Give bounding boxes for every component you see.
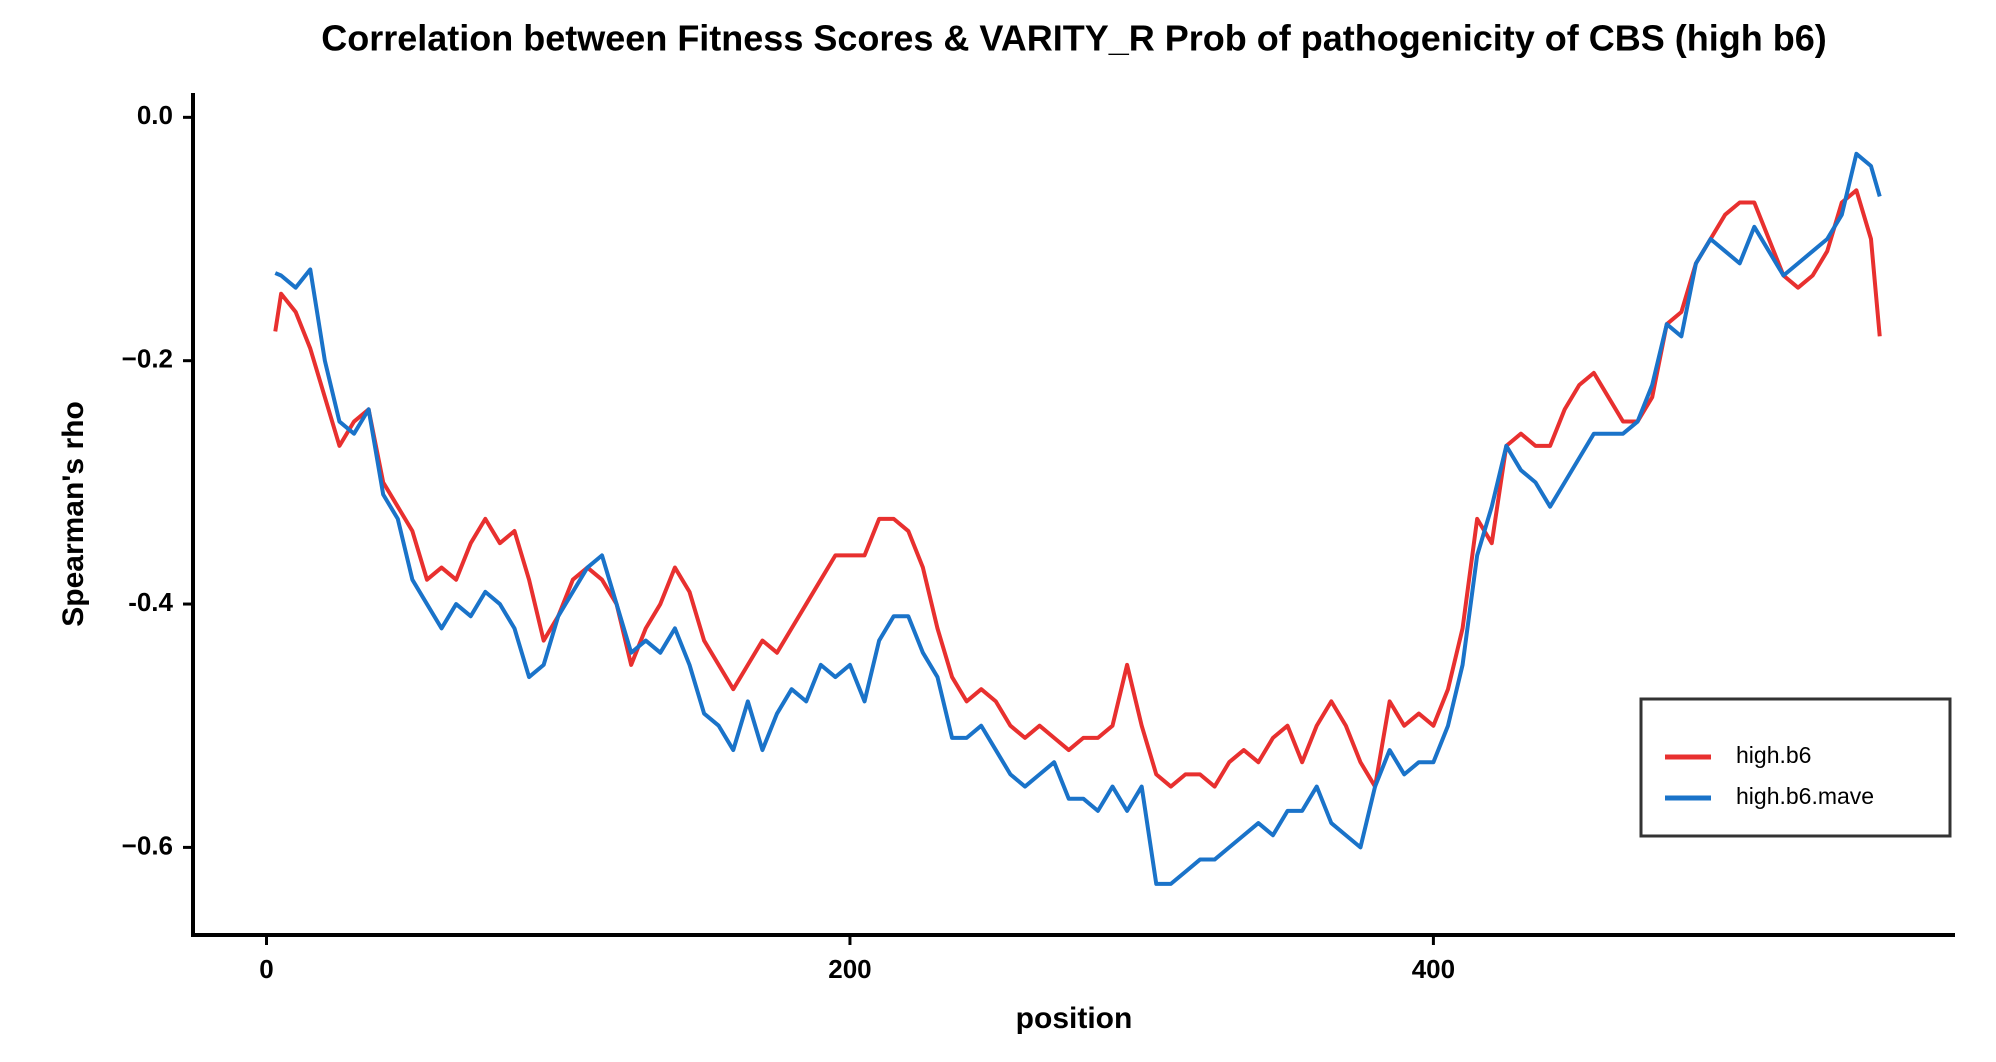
series-line <box>273 188 1882 789</box>
series-line <box>274 151 1882 886</box>
y-tick-label: 0.0 <box>137 100 173 130</box>
x-tick-label: 400 <box>1412 954 1455 984</box>
y-tick-label: −0.6 <box>122 830 173 860</box>
x-tick-label: 0 <box>259 954 273 984</box>
chart-title: Correlation between Fitness Scores & VAR… <box>321 18 1827 59</box>
x-tick-label: 200 <box>828 954 871 984</box>
legend-label: high.b6.mave <box>1736 783 1874 809</box>
y-axis-label: Spearman's rho <box>57 401 90 627</box>
y-tick-label: −0.2 <box>122 344 173 374</box>
legend-label: high.b6 <box>1736 742 1811 768</box>
legend-box <box>1639 697 1952 838</box>
y-tick-label: -0.4 <box>128 587 173 617</box>
x-axis-label: position <box>1016 1002 1133 1035</box>
